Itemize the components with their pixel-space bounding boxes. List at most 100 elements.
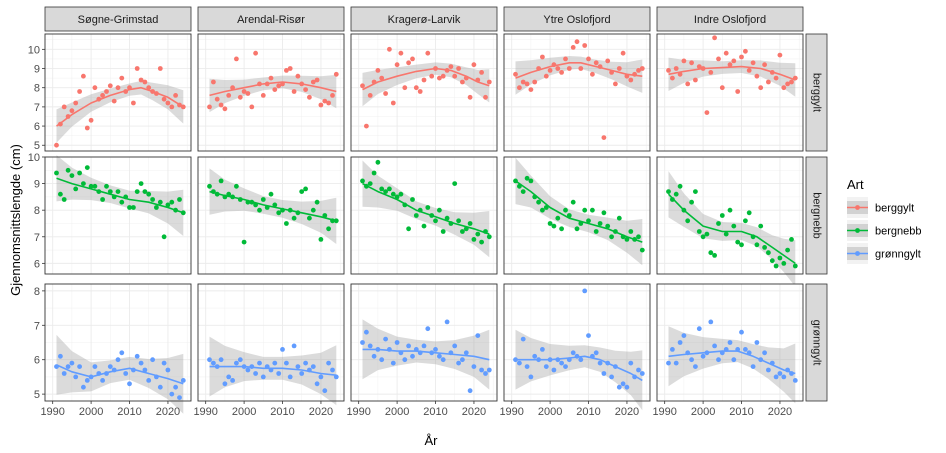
data-point: [280, 347, 285, 352]
data-point: [241, 89, 247, 94]
data-point: [314, 381, 320, 387]
data-point: [295, 73, 301, 79]
x-axis-title: År: [425, 433, 439, 448]
data-point: [563, 56, 568, 62]
data-point: [777, 255, 783, 261]
data-point: [268, 75, 274, 81]
data-point: [739, 329, 744, 335]
column-strip-arendal-risor: [197, 6, 345, 32]
data-point: [762, 350, 767, 356]
data-point: [383, 336, 388, 342]
y-tick-label: 7: [34, 102, 40, 114]
panel-background: [351, 157, 497, 274]
data-point: [723, 50, 729, 56]
data-point: [180, 378, 186, 383]
data-point: [119, 199, 125, 205]
smooth-trend-line: [56, 177, 184, 214]
data-point: [547, 68, 553, 73]
data-point: [61, 104, 67, 110]
data-point: [696, 64, 702, 69]
data-point: [440, 73, 446, 79]
data-point: [146, 191, 152, 197]
data-point: [237, 357, 243, 363]
data-point: [620, 50, 626, 56]
data-point: [207, 357, 212, 363]
data-point: [322, 98, 328, 104]
smooth-trend-line: [209, 81, 337, 97]
panel-border: [350, 283, 498, 402]
data-point: [115, 357, 121, 363]
data-point: [628, 229, 634, 234]
data-point: [81, 181, 86, 187]
panel-background: [351, 34, 497, 151]
data-point: [119, 75, 125, 81]
data-point: [528, 178, 534, 184]
x-tick-label: 2000: [385, 406, 409, 418]
data-point: [559, 360, 564, 366]
data-point: [766, 79, 771, 85]
data-point: [590, 207, 595, 213]
data-point: [731, 357, 737, 363]
x-tick-label: 2020: [309, 406, 333, 418]
data-point: [119, 350, 125, 356]
data-point: [157, 384, 163, 390]
data-point: [310, 207, 316, 213]
data-point: [437, 353, 442, 359]
column-strip-label: Søgne-Grimstad: [78, 14, 159, 26]
data-point: [318, 374, 324, 380]
data-point: [123, 371, 129, 376]
x-tick-label: 2010: [270, 406, 294, 418]
data-point: [543, 364, 549, 369]
data-point: [268, 191, 274, 197]
data-point: [299, 189, 305, 195]
data-point: [456, 360, 461, 366]
data-point: [394, 340, 400, 345]
data-point: [639, 371, 645, 376]
data-point: [609, 374, 614, 380]
data-point: [161, 96, 167, 102]
data-point: [413, 213, 419, 218]
data-point: [165, 367, 171, 373]
data-point: [307, 94, 312, 100]
data-point: [460, 229, 465, 234]
data-point: [284, 221, 289, 226]
data-point: [92, 183, 98, 189]
data-point: [689, 199, 694, 205]
data-point: [207, 183, 212, 189]
data-point: [276, 210, 282, 216]
data-point: [333, 71, 339, 77]
data-point: [781, 374, 787, 380]
data-point: [161, 234, 167, 240]
column-strip-label: Kragerø-Larvik: [388, 14, 461, 26]
data-point: [540, 207, 545, 213]
data-point: [792, 263, 798, 269]
data-point: [754, 340, 760, 345]
data-point: [673, 191, 679, 197]
data-point: [257, 360, 262, 366]
data-point: [479, 239, 484, 245]
data-point: [272, 87, 278, 92]
panel-background: [504, 34, 650, 151]
data-point: [69, 108, 75, 114]
data-point: [677, 183, 683, 189]
panel-bergnebb-indre-oslofjord: [656, 156, 804, 287]
data-point: [429, 73, 435, 79]
data-point: [547, 221, 553, 226]
panel-border: [197, 283, 345, 402]
data-point: [693, 77, 698, 83]
data-point: [540, 347, 545, 352]
x-tick-label: 1990: [499, 406, 523, 418]
data-point: [517, 360, 522, 366]
y-tick-label: 6: [34, 258, 40, 270]
data-point: [257, 207, 262, 213]
data-point: [639, 247, 645, 253]
data-point: [177, 197, 182, 202]
data-point: [727, 62, 733, 68]
data-point: [218, 357, 224, 363]
data-point: [375, 159, 381, 165]
data-point: [165, 202, 171, 208]
data-point: [708, 70, 714, 75]
data-point: [383, 189, 388, 195]
panel-background: [198, 157, 344, 274]
data-point: [81, 384, 86, 390]
